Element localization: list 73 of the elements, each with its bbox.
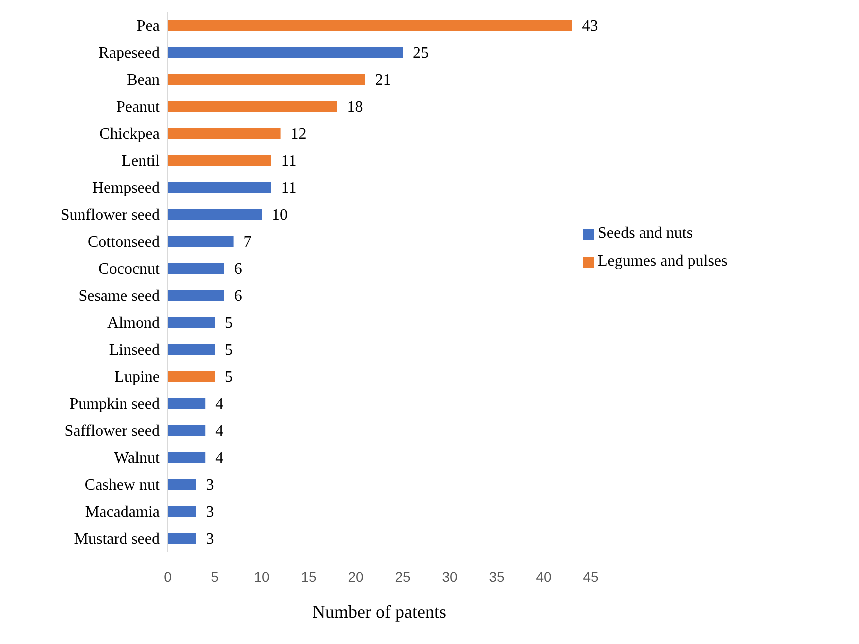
y-tick-label: Almond [108, 315, 160, 332]
y-tick-label: Safflower seed [64, 423, 160, 440]
x-tick-label: 5 [211, 568, 220, 585]
y-tick-label: Sesame seed [78, 288, 160, 306]
x-axis-title: Number of patents [312, 602, 446, 622]
x-tick-label: 15 [301, 568, 317, 585]
bar [168, 344, 215, 355]
data-label: 10 [272, 207, 288, 224]
data-label: 4 [216, 396, 224, 414]
x-tick-label: 25 [395, 568, 411, 585]
bar [168, 371, 215, 382]
data-label: 3 [206, 504, 214, 522]
y-tick-label: Hempseed [92, 180, 160, 198]
data-label: 11 [281, 153, 297, 170]
bar [168, 533, 196, 544]
bar [168, 317, 215, 328]
y-tick-label: Peanut [116, 99, 161, 116]
data-label: 3 [206, 477, 214, 494]
data-label: 6 [234, 261, 242, 278]
data-label: 5 [225, 342, 233, 360]
bar [168, 155, 272, 166]
data-label: 25 [413, 45, 429, 62]
x-tick-label: 30 [442, 568, 458, 585]
y-tick-label: Linseed [109, 342, 160, 360]
bar [168, 20, 572, 31]
bar [168, 182, 272, 193]
data-label: 5 [225, 315, 233, 332]
y-tick-label: Lentil [122, 153, 161, 170]
data-label: 18 [347, 99, 364, 116]
data-label: 5 [225, 369, 233, 386]
y-tick-label: Cashew nut [84, 477, 161, 494]
data-label: 11 [281, 180, 297, 198]
bar [168, 263, 224, 274]
y-tick-label: Walnut [114, 450, 161, 468]
x-tick-label: 45 [583, 568, 599, 585]
x-tick-label: 20 [348, 568, 364, 585]
y-tick-label: Pea [136, 18, 160, 36]
y-tick-label: Rapeseed [98, 45, 160, 62]
data-label: 43 [582, 18, 598, 36]
y-tick-label: Cococnut [98, 261, 161, 278]
bar [168, 209, 262, 220]
y-tick-label: Mustard seed [74, 531, 160, 548]
y-tick-label: Macadamia [85, 504, 160, 522]
x-tick-label: 40 [536, 568, 552, 585]
bar [168, 452, 206, 463]
data-label: 4 [216, 423, 224, 440]
bar [168, 398, 206, 409]
x-tick-label: 35 [489, 568, 505, 585]
data-label: 3 [206, 531, 214, 548]
legend-label: Legumes and pulses [598, 253, 728, 270]
bar [168, 479, 196, 490]
bar [168, 128, 281, 139]
bar [168, 236, 234, 247]
bar [168, 425, 206, 436]
y-tick-label: Chickpea [100, 126, 160, 144]
y-tick-label: Bean [127, 72, 160, 90]
data-label: 12 [290, 126, 307, 144]
x-tick-label: 10 [254, 568, 270, 585]
bar [168, 74, 366, 85]
x-tick-label: 0 [164, 568, 172, 585]
bar [168, 290, 224, 301]
data-label: 21 [375, 72, 392, 90]
bar [168, 47, 403, 58]
y-tick-label: Lupine [114, 369, 160, 386]
data-label: 7 [244, 234, 252, 252]
data-label: 4 [216, 450, 224, 468]
bar [168, 506, 196, 517]
legend-label: Seeds and nuts [598, 225, 694, 242]
data-label: 6 [234, 288, 242, 306]
y-tick-label: Sunflower seed [60, 207, 160, 224]
y-tick-label: Cottonseed [88, 234, 160, 252]
bar [168, 101, 338, 112]
y-tick-label: Pumpkin seed [70, 396, 160, 414]
